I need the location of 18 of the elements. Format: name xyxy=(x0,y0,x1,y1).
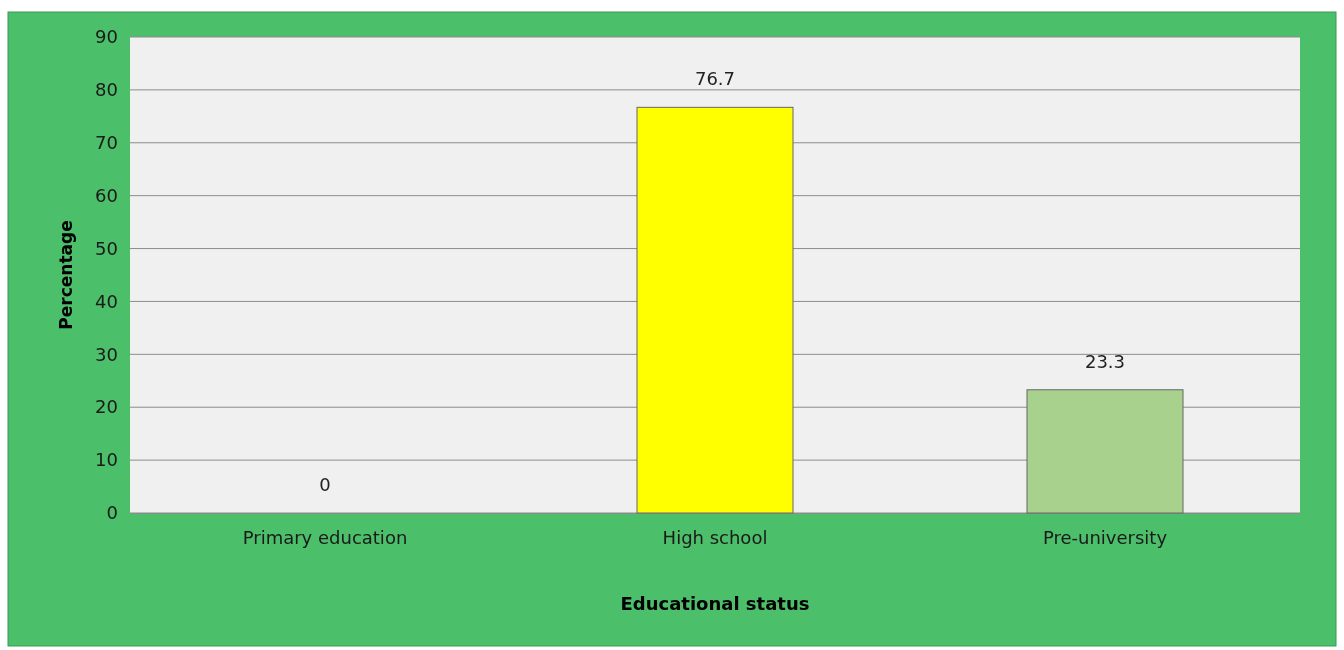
y-tick-label: 70 xyxy=(95,132,118,154)
y-axis-title: Percentage xyxy=(56,220,76,330)
y-tick-label: 10 xyxy=(95,449,118,471)
y-tick-label: 80 xyxy=(95,79,118,101)
y-tick-label: 0 xyxy=(106,502,118,524)
y-tick-label: 50 xyxy=(95,237,118,259)
data-label: 76.7 xyxy=(694,68,736,90)
y-tick-label: 90 xyxy=(95,26,118,48)
y-tick-label: 30 xyxy=(95,343,118,365)
y-tick-label: 20 xyxy=(95,396,118,418)
data-label: 23.3 xyxy=(1084,350,1126,372)
data-label: 0 xyxy=(319,474,331,495)
x-axis-title: Educational status xyxy=(620,593,810,614)
y-tick-label: 40 xyxy=(95,290,118,312)
x-tick-label: Pre-university xyxy=(1042,526,1168,548)
x-tick-label: High school xyxy=(662,526,768,548)
x-tick-label: Primary education xyxy=(242,526,408,548)
y-tick-label: 60 xyxy=(95,184,118,206)
